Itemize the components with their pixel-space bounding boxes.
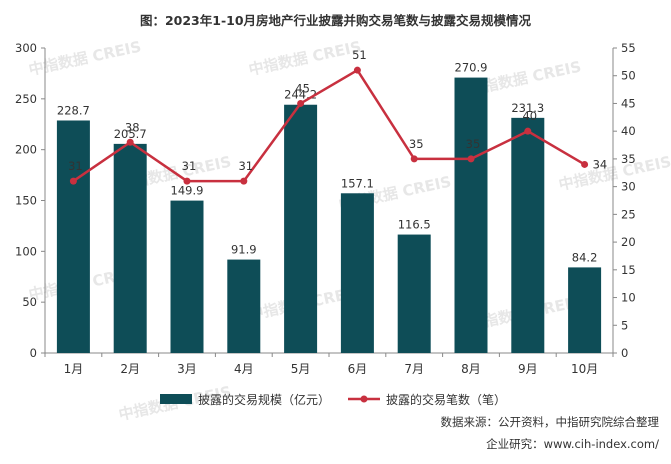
line-point [126,138,134,146]
left-tick-label: 200 [15,143,37,157]
bar [340,193,374,353]
bar-value-label: 149.9 [171,184,204,198]
x-tick-label: 7月 [404,362,424,376]
bar [56,120,90,353]
line-series [72,68,586,183]
line-value-label: 38 [125,120,140,134]
bar-value-label: 231.3 [511,101,544,115]
right-tick-label: 30 [621,180,636,194]
bar [284,104,318,353]
line-point [581,160,589,168]
bar [227,259,261,353]
x-tick-label: 8月 [461,362,481,376]
line-point [240,177,248,185]
bar-value-label: 91.9 [231,243,257,257]
legend-bar-swatch [160,394,192,404]
bar-value-label: 270.9 [455,61,488,75]
right-tick-label: 40 [621,124,636,138]
x-tick-label: 4月 [234,362,254,376]
right-tick-label: 15 [621,263,636,277]
line-point [524,127,532,135]
left-tick-label: 250 [15,92,37,106]
right-tick-label: 10 [621,291,636,305]
bar [170,200,204,353]
right-tick-label: 20 [621,235,636,249]
x-tick-label: 9月 [518,362,538,376]
left-tick-label: 100 [15,244,37,258]
left-tick-label: 300 [15,41,37,55]
line-value-label: 40 [522,109,537,123]
bar [397,234,431,353]
line-value-label: 31 [238,159,253,173]
left-tick-label: 50 [22,295,37,309]
line-point [297,99,305,107]
line-point [353,66,361,74]
line-point [410,155,418,163]
right-tick-label: 5 [621,318,628,332]
x-tick-label: 5月 [291,362,311,376]
x-tick-label: 3月 [177,362,197,376]
x-tick-label: 2月 [120,362,140,376]
line-point [467,155,475,163]
right-tick-label: 50 [621,69,636,83]
right-tick-label: 35 [621,152,636,166]
bar [568,267,602,353]
right-tick-label: 25 [621,207,636,221]
bar-value-label: 84.2 [572,250,598,264]
website-credit: 企业研究：www.cih-index.com/ [486,437,659,451]
x-tick-label: 6月 [348,362,368,376]
line-value-label: 51 [352,48,367,62]
left-tick-label: 150 [15,194,37,208]
data-source: 数据来源：公开资料，中指研究院综合整理 [440,415,660,429]
line-value-label: 35 [466,137,481,151]
chart-title: 图：2023年1-10月房地产行业披露并购交易笔数与披露交易规模情况 [139,13,532,28]
x-tick-label: 10月 [571,362,598,376]
left-tick-label: 0 [30,346,37,360]
line-value-label: 45 [295,81,310,95]
bar [454,77,488,354]
line-value-label: 34 [593,157,608,171]
line-point [183,177,191,185]
right-tick-label: 55 [621,41,636,55]
line-value-label: 35 [409,137,424,151]
bar [511,117,545,353]
bar-value-label: 205.7 [114,127,147,141]
x-tick-label: 1月 [64,362,84,376]
legend-bar-label: 披露的交易规模（亿元） [198,392,330,407]
line-value-label: 31 [182,159,197,173]
watermark-text: 中指数据 CREIS [27,38,143,79]
right-tick-label: 45 [621,96,636,110]
legend-line-marker [360,395,368,403]
line-point [69,177,77,185]
bar-value-label: 228.7 [57,103,90,117]
bar [113,143,147,353]
line-value-label: 31 [68,159,83,173]
watermark-text: 中指数据 CREIS [247,38,363,79]
right-tick-label: 0 [621,346,628,360]
bar-value-label: 116.5 [398,218,431,232]
bar-value-label: 157.1 [341,176,374,190]
legend-line-label: 披露的交易笔数（笔） [386,392,506,407]
